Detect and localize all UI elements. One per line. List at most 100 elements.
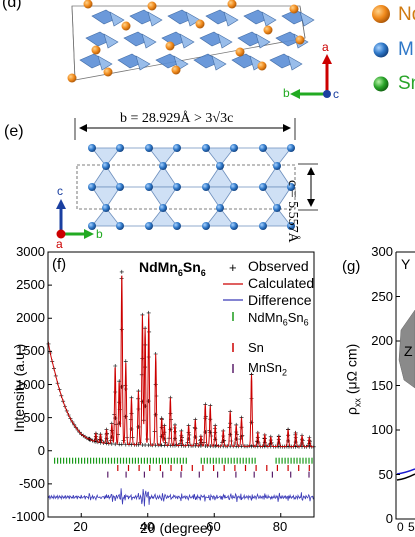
kagome-triangle bbox=[91, 207, 121, 227]
kagome-triangle bbox=[261, 11, 277, 27]
xrd-ytick-label: -1000 bbox=[11, 509, 45, 524]
atom-legend-spheres bbox=[372, 5, 390, 92]
mn-atom bbox=[159, 162, 167, 170]
nd-atom bbox=[263, 25, 273, 35]
xrd-ytick-label: -500 bbox=[18, 475, 45, 491]
nd-atom bbox=[67, 73, 77, 83]
g-ytick-label: 150 bbox=[371, 377, 393, 393]
axes-indicator-e bbox=[56, 199, 94, 239]
kagome-triangle bbox=[211, 55, 227, 71]
mn-atom bbox=[173, 183, 181, 191]
mn-atom bbox=[259, 222, 267, 230]
xrd-ytick-label: 2000 bbox=[16, 310, 45, 326]
nd-sphere-icon bbox=[372, 5, 390, 23]
kagome-triangle bbox=[262, 207, 292, 227]
panel-g-y-text: Y bbox=[401, 256, 411, 272]
kagome-triangle bbox=[185, 11, 201, 27]
xrd-xtick-label: 40 bbox=[139, 519, 155, 534]
kagome-triangle bbox=[147, 11, 163, 27]
g-ytick-label: 100 bbox=[371, 422, 393, 437]
mn-atom bbox=[88, 222, 96, 230]
kagome-triangle bbox=[148, 186, 178, 209]
kagome-triangle bbox=[287, 55, 303, 71]
legend-ndmn6sn6: NdMn6Sn6 bbox=[248, 310, 309, 328]
nd-atom bbox=[121, 21, 131, 31]
kagome-triangle bbox=[109, 11, 125, 27]
kagome-triangle bbox=[223, 11, 239, 27]
observed-point bbox=[249, 444, 254, 449]
nd-atom bbox=[257, 61, 267, 71]
mn-atom bbox=[159, 204, 167, 212]
nd-atom bbox=[295, 35, 305, 45]
kagome-triangle bbox=[135, 55, 151, 71]
kagome-triangle bbox=[262, 147, 292, 167]
axes-indicator-top bbox=[290, 54, 332, 99]
mn-atom bbox=[116, 144, 124, 152]
xrd-ytick-label: 0 bbox=[37, 442, 45, 458]
panel-f-label: (f) bbox=[52, 256, 67, 273]
mn-atom bbox=[88, 183, 96, 191]
kagome-triangle bbox=[148, 147, 178, 167]
panel-d-label: (d) bbox=[2, 0, 22, 11]
observed-point bbox=[119, 442, 124, 447]
observed-point bbox=[113, 364, 118, 368]
mn-atom bbox=[102, 162, 110, 170]
observed-point bbox=[203, 444, 208, 448]
legend-nd-text: Nd bbox=[398, 4, 415, 25]
axis-a-label: a bbox=[322, 40, 329, 54]
mn-atom bbox=[145, 183, 153, 191]
observed-point bbox=[234, 444, 239, 449]
observed-point bbox=[208, 444, 213, 449]
xrd-ytick-label: 1500 bbox=[16, 343, 45, 359]
mn-atom bbox=[230, 183, 238, 191]
observed-point bbox=[119, 384, 124, 389]
panel-g-z-text: Z bbox=[404, 343, 413, 359]
xrd-xtick-label: 80 bbox=[272, 519, 288, 534]
nd-atom bbox=[289, 4, 299, 14]
kagome-triangle bbox=[179, 33, 195, 49]
mn-atom bbox=[145, 144, 153, 152]
observed-point bbox=[153, 443, 158, 448]
observed-point bbox=[239, 425, 244, 430]
kagome-triangle bbox=[205, 147, 235, 167]
nd-atom bbox=[171, 65, 181, 75]
kagome-triangle bbox=[262, 186, 292, 209]
axis-e-b-label: b bbox=[96, 227, 103, 241]
xrd-xtick-label: 20 bbox=[73, 519, 88, 534]
nd-atom bbox=[83, 0, 93, 9]
kagome-triangle bbox=[148, 207, 178, 227]
observed-point bbox=[228, 444, 233, 449]
kagome-triangle bbox=[91, 186, 121, 209]
xrd-plot bbox=[46, 251, 316, 518]
legend-observed: Observed bbox=[248, 258, 309, 274]
observed-point bbox=[136, 442, 141, 447]
kagome-lattice-2d bbox=[74, 118, 318, 230]
xrd-xlabel: 2θ (degree) bbox=[140, 520, 213, 536]
legend-sn: Sn bbox=[248, 340, 264, 355]
observed-point bbox=[193, 443, 198, 448]
panel-e-label: (e) bbox=[4, 123, 24, 140]
sn-sphere-icon bbox=[373, 76, 389, 92]
kagome-triangle bbox=[217, 33, 233, 49]
resistivity-plot bbox=[395, 251, 415, 520]
legend-calculated: Calculated bbox=[248, 275, 315, 291]
panel-g-xtick-0: 0 bbox=[397, 520, 404, 534]
nd-atom bbox=[165, 41, 175, 51]
mn-atom bbox=[116, 222, 124, 230]
difference-curve bbox=[47, 488, 314, 507]
kagome-triangle bbox=[205, 186, 235, 209]
axis-e-a-label: a bbox=[56, 237, 63, 251]
g-ytick-label: 50 bbox=[378, 466, 393, 482]
mn-atom bbox=[102, 204, 110, 212]
axis-c-label: c bbox=[333, 87, 339, 101]
crystal-structure-3d bbox=[67, 0, 315, 83]
mn-sphere-icon bbox=[373, 42, 389, 58]
nd-atom bbox=[195, 19, 205, 29]
axis-b-label: b bbox=[283, 86, 290, 100]
g-ytick-label: 0 bbox=[385, 511, 393, 526]
observed-point bbox=[113, 442, 118, 447]
kagome-triangle bbox=[97, 55, 113, 71]
svg-text:+: + bbox=[229, 260, 237, 275]
legend-difference: Difference bbox=[248, 292, 312, 308]
